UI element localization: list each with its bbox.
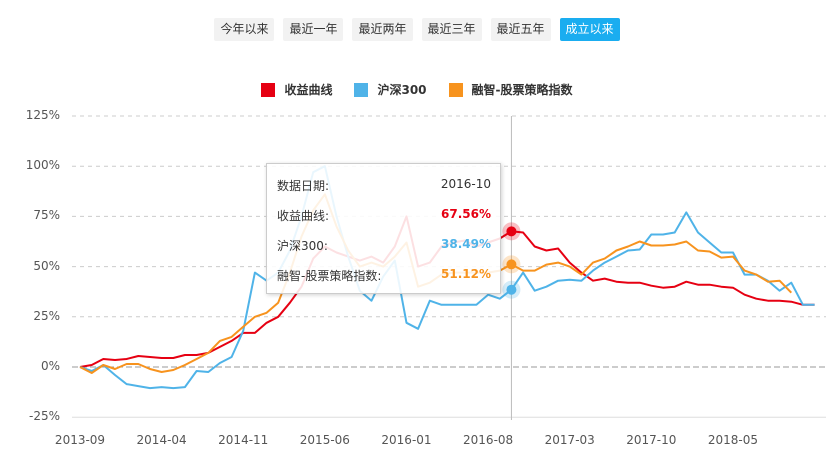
y-tick-label: 25% — [33, 308, 60, 323]
legend-item-strategy-index[interactable]: 融智-股票策略指数 — [448, 81, 573, 98]
tooltip-hs300-row: 沪深300: 38.49% — [277, 237, 491, 254]
tooltip-date-row: 数据日期: 2016-10 — [277, 177, 491, 194]
y-tick-label: 75% — [33, 208, 60, 223]
tooltip-date-value: 2016-10 — [440, 177, 491, 191]
range-button-1y[interactable]: 最近一年 — [283, 18, 344, 41]
x-tick-label: 2016-01 — [381, 433, 432, 447]
range-button-ytd[interactable]: 今年以来 — [214, 18, 275, 41]
legend-swatch-hs300 — [354, 82, 369, 97]
tooltip-hs300-value: 38.49% — [441, 237, 491, 251]
y-tick-label: 50% — [33, 258, 60, 273]
x-tick-label: 2016-08 — [463, 433, 514, 447]
tooltip-fund-value: 67.56% — [441, 207, 491, 221]
hover-marker — [502, 222, 521, 299]
x-tick-label: 2018-05 — [707, 433, 759, 447]
tooltip-hs300-label: 沪深300: — [277, 239, 328, 253]
tooltip-index-label: 融智-股票策略指数: — [277, 269, 382, 283]
range-button-5y[interactable]: 最近五年 — [490, 18, 551, 41]
x-tick-label: 2017-03 — [544, 433, 595, 447]
legend-label: 融智-股票策略指数 — [471, 83, 573, 97]
x-tick-label: 2014-11 — [218, 433, 269, 447]
tooltip-date-label: 数据日期: — [277, 179, 330, 193]
y-tick-label: 125% — [25, 108, 60, 122]
range-button-since-inception[interactable]: 成立以来 — [559, 18, 620, 41]
legend-label: 收益曲线 — [284, 83, 333, 97]
tooltip-index-value: 51.12% — [441, 267, 491, 281]
y-tick-label: 100% — [25, 158, 60, 173]
legend-item-fund[interactable]: 收益曲线 — [261, 81, 332, 98]
tooltip-fund-label: 收益曲线: — [277, 209, 330, 223]
y-tick-label: -25% — [28, 409, 60, 424]
time-range-selector: 今年以来 最近一年 最近两年 最近三年 最近五年 成立以来 — [0, 18, 834, 41]
legend-swatch-strategy-index — [448, 82, 463, 97]
y-tick-label: 0% — [40, 359, 60, 373]
x-tick-label: 2017-10 — [626, 433, 677, 447]
legend-swatch-fund — [261, 82, 276, 97]
x-tick-label: 2013-09 — [54, 433, 106, 447]
tooltip-fund-row: 收益曲线: 67.56% — [277, 207, 491, 224]
x-tick-label: 2014-04 — [136, 433, 187, 447]
data-tooltip: 数据日期: 2016-10 收益曲线: 67.56% 沪深300: 38.49%… — [266, 163, 501, 294]
chart-legend: 收益曲线 沪深300 融智-股票策略指数 — [0, 81, 834, 98]
tooltip-index-row: 融智-股票策略指数: 51.12% — [277, 267, 491, 284]
range-button-2y[interactable]: 最近两年 — [352, 18, 413, 41]
x-tick-label: 2015-06 — [299, 433, 350, 447]
range-button-3y[interactable]: 最近三年 — [421, 18, 482, 41]
legend-item-hs300[interactable]: 沪深300 — [354, 81, 427, 98]
legend-label: 沪深300 — [377, 83, 427, 97]
